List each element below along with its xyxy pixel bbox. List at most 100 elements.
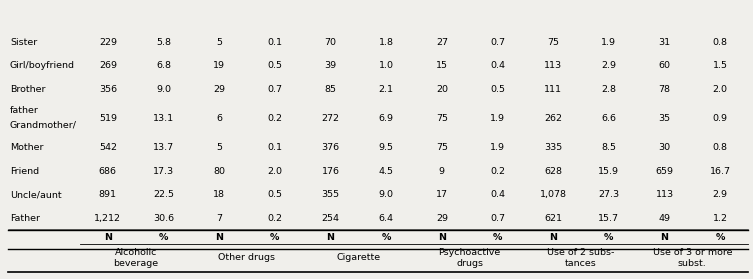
Text: 113: 113 [544,61,562,70]
Text: Use of 2 subs-
tances: Use of 2 subs- tances [547,248,614,268]
Text: 9.0: 9.0 [379,190,394,199]
Text: 376: 376 [322,143,340,152]
Text: 2.0: 2.0 [267,167,282,176]
Text: 75: 75 [547,38,559,47]
Text: 9: 9 [439,167,445,176]
Text: 5: 5 [216,38,222,47]
Text: Cigarette: Cigarette [337,254,380,263]
Text: 17.3: 17.3 [153,167,174,176]
Text: 1.2: 1.2 [712,214,727,223]
Text: 6.8: 6.8 [156,61,171,70]
Text: 0.4: 0.4 [490,61,505,70]
Text: 0.4: 0.4 [490,190,505,199]
Text: 6: 6 [216,114,222,123]
Text: 15.7: 15.7 [599,214,619,223]
Text: %: % [270,232,279,242]
Text: %: % [492,232,502,242]
Text: 27.3: 27.3 [599,190,620,199]
Text: 20: 20 [436,85,448,94]
Text: 15: 15 [436,61,448,70]
Text: 6.6: 6.6 [602,114,617,123]
Text: 0.5: 0.5 [267,190,282,199]
Text: 0.8: 0.8 [712,38,727,47]
Text: N: N [215,232,223,242]
Text: Grandmother/: Grandmother/ [10,121,77,130]
Text: 16.7: 16.7 [709,167,730,176]
Text: 13.7: 13.7 [153,143,174,152]
Text: 0.7: 0.7 [267,85,282,94]
Text: 1.9: 1.9 [490,114,505,123]
Text: %: % [604,232,614,242]
Text: Alcoholic
beverage: Alcoholic beverage [113,248,158,268]
Text: 355: 355 [322,190,340,199]
Text: 229: 229 [99,38,117,47]
Text: 0.5: 0.5 [490,85,505,94]
Text: N: N [660,232,669,242]
Text: %: % [715,232,725,242]
Text: 262: 262 [544,114,562,123]
Text: 8.5: 8.5 [602,143,617,152]
Text: Psychoactive
drugs: Psychoactive drugs [438,248,501,268]
Text: Use of 3 or more
subst.: Use of 3 or more subst. [653,248,732,268]
Text: 0.5: 0.5 [267,61,282,70]
Text: 0.8: 0.8 [712,143,727,152]
Text: 75: 75 [436,143,448,152]
Text: 0.1: 0.1 [267,143,282,152]
Text: 1.8: 1.8 [379,38,394,47]
Text: 628: 628 [544,167,562,176]
Text: 31: 31 [658,38,671,47]
Text: N: N [104,232,112,242]
Text: 113: 113 [655,190,674,199]
Text: 0.2: 0.2 [490,167,505,176]
Text: 6.9: 6.9 [379,114,394,123]
Text: 269: 269 [99,61,117,70]
Text: 0.1: 0.1 [267,38,282,47]
Text: 1.0: 1.0 [379,61,394,70]
Text: 1.5: 1.5 [712,61,727,70]
Text: 2.9: 2.9 [712,190,727,199]
Text: 35: 35 [658,114,671,123]
Text: Uncle/aunt: Uncle/aunt [10,190,62,199]
Text: 13.1: 13.1 [153,114,174,123]
Text: 7: 7 [216,214,222,223]
Text: 176: 176 [322,167,340,176]
Text: 5.8: 5.8 [156,38,171,47]
Text: Other drugs: Other drugs [218,254,276,263]
Text: 39: 39 [325,61,337,70]
Text: 0.7: 0.7 [490,38,505,47]
Text: 19: 19 [213,61,225,70]
Text: N: N [437,232,446,242]
Text: 0.7: 0.7 [490,214,505,223]
Text: 49: 49 [659,214,670,223]
Text: 22.5: 22.5 [153,190,174,199]
Text: %: % [382,232,391,242]
Text: 17: 17 [436,190,448,199]
Text: 27: 27 [436,38,448,47]
Text: 1,212: 1,212 [94,214,121,223]
Text: 2.9: 2.9 [602,61,617,70]
Text: Girl/boyfriend: Girl/boyfriend [10,61,75,70]
Text: 272: 272 [322,114,340,123]
Text: 254: 254 [322,214,340,223]
Text: 0.2: 0.2 [267,114,282,123]
Text: 542: 542 [99,143,117,152]
Text: 519: 519 [99,114,117,123]
Text: 29: 29 [213,85,225,94]
Text: 621: 621 [544,214,562,223]
Text: 686: 686 [99,167,117,176]
Text: 78: 78 [659,85,670,94]
Text: 6.4: 6.4 [379,214,394,223]
Text: %: % [159,232,168,242]
Text: 29: 29 [436,214,448,223]
Text: father: father [10,106,39,115]
Text: 1,078: 1,078 [540,190,567,199]
Text: 70: 70 [325,38,337,47]
Text: 15.9: 15.9 [599,167,619,176]
Text: 1.9: 1.9 [490,143,505,152]
Text: Father: Father [10,214,40,223]
Text: 1.9: 1.9 [602,38,617,47]
Text: 30.6: 30.6 [153,214,174,223]
Text: Sister: Sister [10,38,37,47]
Text: N: N [327,232,334,242]
Text: 9.0: 9.0 [156,85,171,94]
